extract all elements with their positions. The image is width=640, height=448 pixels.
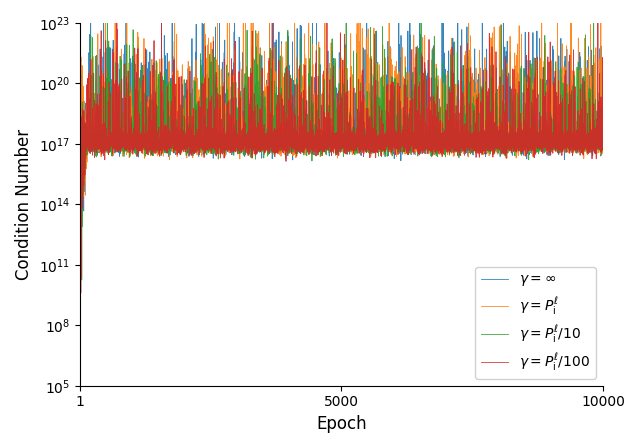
$\gamma = \infty$ [78,156,86,162]
$\gamma = P_\mathrm{i}^\ell/10$ [98,139,106,145]
X-axis label: Epoch: Epoch [316,415,367,433]
$\gamma = P_\mathrm{i}^\ell/100$ [332,141,340,146]
$\gamma = P_\mathrm{i}^\ell/10$ [76,403,84,408]
$\gamma = P_\mathrm{i}^\ell/10$ [332,136,339,142]
$\gamma = P_\mathrm{i}^\ell$ [77,218,84,223]
$\gamma = P_\mathrm{i}^\ell/100$ [572,139,579,145]
$\gamma = P_\mathrm{i}^\ell$ [572,146,579,151]
$\gamma = P_\mathrm{i}^\ell/10$ [599,134,607,139]
$\gamma = \infty$ [332,134,339,140]
$\gamma = P_\mathrm{i}^\ell$ [332,145,340,151]
$\gamma = \infty$ [108,140,115,145]
$\gamma = P_\mathrm{i}^\ell$ [78,163,86,168]
$\gamma = P_\mathrm{i}^\ell/100$ [108,142,115,148]
$\gamma = \infty$ [572,143,579,148]
$\gamma = P_\mathrm{i}^\ell$ [179,140,186,145]
$\gamma = P_\mathrm{i}^\ell/10$ [78,148,86,154]
$\gamma = \infty$ [77,228,84,233]
$\gamma = P_\mathrm{i}^\ell$ [108,146,115,152]
$\gamma = \infty$ [179,135,186,141]
Line: $\gamma = P_\mathrm{i}^\ell/100$: $\gamma = P_\mathrm{i}^\ell/100$ [80,0,603,438]
Line: $\gamma = \infty$: $\gamma = \infty$ [80,0,603,230]
$\gamma = P_\mathrm{i}^\ell/10$ [179,147,186,153]
$\gamma = P_\mathrm{i}^\ell/100$ [76,435,84,440]
$\gamma = P_\mathrm{i}^\ell/100$ [78,206,86,211]
$\gamma = \infty$ [98,85,106,90]
Legend: $\gamma = \infty$, $\gamma = P_\mathrm{i}^\ell$, $\gamma = P_\mathrm{i}^\ell/10$: $\gamma = \infty$, $\gamma = P_\mathrm{i… [475,267,596,379]
$\gamma = P_\mathrm{i}^\ell/100$ [76,370,84,375]
$\gamma = P_\mathrm{i}^\ell$ [76,139,84,144]
Line: $\gamma = P_\mathrm{i}^\ell/10$: $\gamma = P_\mathrm{i}^\ell/10$ [80,0,603,405]
$\gamma = P_\mathrm{i}^\ell/100$ [599,134,607,139]
Line: $\gamma = P_\mathrm{i}^\ell$: $\gamma = P_\mathrm{i}^\ell$ [80,0,603,220]
$\gamma = P_\mathrm{i}^\ell$ [98,137,106,142]
$\gamma = P_\mathrm{i}^\ell/10$ [108,149,115,155]
$\gamma = P_\mathrm{i}^\ell/100$ [179,134,186,139]
$\gamma = P_\mathrm{i}^\ell/10$ [572,145,579,151]
$\gamma = \infty$ [599,135,607,140]
$\gamma = \infty$ [76,128,84,133]
$\gamma = P_\mathrm{i}^\ell/100$ [98,138,106,143]
$\gamma = P_\mathrm{i}^\ell$ [599,139,607,144]
$\gamma = P_\mathrm{i}^\ell/10$ [76,396,84,401]
Y-axis label: Condition Number: Condition Number [15,129,33,280]
